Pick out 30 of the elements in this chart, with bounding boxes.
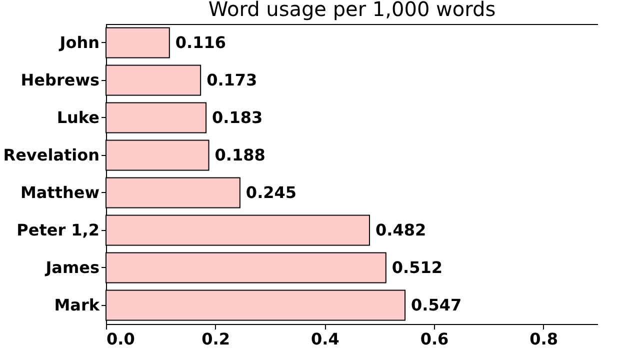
x-tick-label: 0.0 (106, 330, 135, 348)
y-tick-label: John (58, 32, 100, 52)
bar (106, 290, 406, 321)
data-label: 0.512 (392, 258, 443, 277)
y-tick-label: Luke (56, 108, 100, 127)
x-tick-label: 0.6 (420, 330, 449, 348)
y-tick-label: Peter 1,2 (16, 220, 100, 240)
y-tick-label: Hebrews (20, 70, 100, 90)
y-tick-label: Mark (54, 295, 100, 314)
y-tick-label: Revelation (3, 145, 100, 164)
bar (106, 214, 370, 246)
data-label: 0.245 (246, 182, 297, 202)
bar (106, 64, 202, 96)
bar (106, 102, 207, 134)
x-tick-label: 0.8 (530, 330, 558, 348)
data-label: 0.116 (175, 32, 226, 52)
data-label: 0.183 (212, 108, 263, 127)
bar (106, 252, 386, 284)
y-tick-label: James (44, 258, 100, 277)
data-label: 0.173 (206, 70, 258, 90)
x-tick-label: 0.2 (202, 330, 230, 348)
bar (106, 177, 240, 208)
chart-title: Word usage per 1,000 words (208, 0, 496, 21)
bar (106, 140, 210, 171)
data-label: 0.482 (375, 220, 426, 240)
bar (106, 27, 170, 58)
data-label: 0.547 (411, 295, 462, 314)
x-tick-label: 0.4 (310, 330, 340, 348)
y-tick-label: Matthew (20, 182, 100, 202)
data-label: 0.188 (214, 145, 266, 164)
